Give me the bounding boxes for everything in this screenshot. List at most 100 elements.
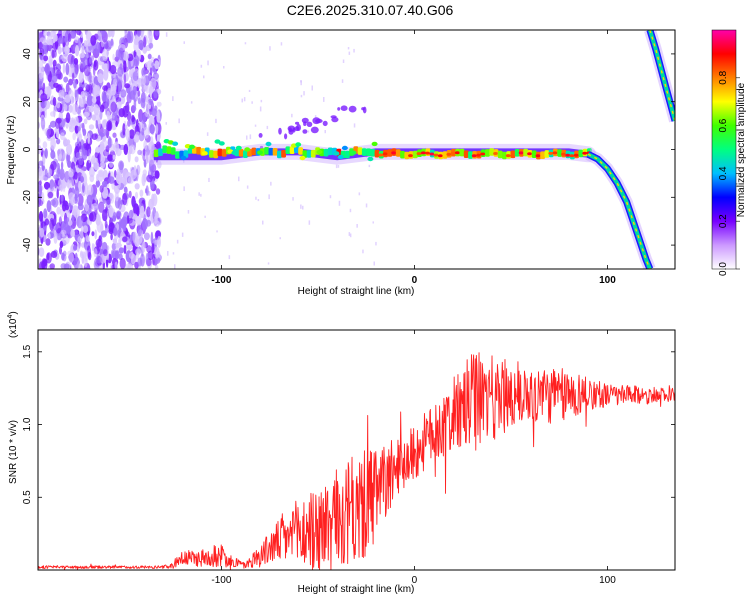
spectrogram-noise-blob [56, 101, 61, 109]
colorbar-gradient [711, 29, 737, 270]
spectrogram-noise-blob [101, 30, 106, 37]
spectrogram-trace-blob [295, 142, 302, 147]
spectrogram-noise-blob [96, 220, 104, 233]
spectrogram-noise-blob [58, 153, 63, 160]
spectrogram-speckle [251, 101, 253, 104]
spectrogram-speckle [300, 94, 303, 98]
spectrogram-speckle [342, 59, 345, 63]
spectrogram-noise-blob [51, 49, 55, 59]
spectrogram-noise-blob [143, 158, 147, 168]
spectrogram-noise-blob [105, 199, 111, 209]
spectrogram-noise-blob [55, 118, 61, 129]
spectrogram-trace-cell [272, 148, 278, 156]
spectrogram-speckle [300, 204, 302, 209]
spectrogram-noise-blob [77, 126, 81, 132]
spectrogram-noise-blob [40, 218, 44, 230]
spectrogram-noise-blob [100, 230, 107, 238]
spectrogram-noise-blob [94, 151, 100, 159]
spectrogram-speckle [208, 177, 210, 182]
spectrogram-trace-peak [420, 151, 426, 155]
spectrogram-noise-blob [106, 88, 112, 100]
spectrogram-noise-blob [142, 148, 146, 157]
spectrogram-noise-blob [143, 36, 147, 48]
spectrogram-noise-blob [124, 124, 128, 130]
snr-multiplier-exp: 4 [7, 315, 14, 319]
spectrogram-noise-blob [93, 76, 99, 86]
snr-x-label: Height of straight line (km) [298, 584, 415, 595]
spectrogram-noise-blob [139, 189, 144, 197]
spectrogram-noise-blob [93, 248, 98, 258]
spectrogram-noise-blob [102, 85, 108, 91]
spectrogram-noise-blob [142, 85, 147, 93]
spectrogram-noise-blob [122, 192, 128, 206]
spectrogram-trace-cell [238, 149, 244, 157]
spectrogram-trace-cell [281, 150, 286, 158]
spectrogram-noise-blob [49, 263, 55, 269]
spectrogram-noise-blob [39, 72, 43, 80]
spectrogram-noise-blob [63, 103, 68, 112]
spectrogram-noise-blob [149, 77, 157, 90]
spectrogram-noise-blob [141, 67, 146, 77]
snr-y-tick-label: 1.5 [22, 344, 33, 358]
spectrogram-noise-blob [80, 176, 84, 183]
spectrogram-speckle [165, 32, 168, 37]
spectrogram-noise-blob [101, 94, 107, 103]
spectrogram-noise-blob [141, 74, 146, 86]
spectrogram-speckle [353, 48, 355, 53]
spectrogram-speckle [279, 237, 281, 240]
spectrogram-noise-blob [89, 57, 93, 65]
spectrogram-trace-peak [391, 151, 396, 155]
spectrogram-noise-blob [104, 220, 108, 229]
spectrogram-noise-blob [154, 30, 160, 37]
spectrogram-noise-blob [70, 178, 75, 191]
spectrogram-noise-blob [151, 193, 155, 206]
spectrogram-trace-blob [172, 141, 179, 146]
spectrogram-noise-blob [107, 154, 113, 162]
spectrogram-noise-blob [153, 215, 158, 225]
spectrogram-noise-blob [63, 151, 66, 161]
spectrogram-noise-blob [148, 42, 154, 49]
spectrogram-speckle [373, 261, 375, 266]
spectrogram-noise-blob [38, 182, 41, 193]
spectrogram-noise-blob [133, 98, 137, 111]
spectrogram-speckle [372, 221, 374, 224]
colorbar: 0.0 0.2 0.4 0.6 0.8 Normalized spectral ampl… [711, 29, 747, 276]
spectrogram-trace-blob [371, 141, 378, 147]
spectrogram-noise-blob [128, 129, 135, 140]
spectrogram-noise-blob [44, 168, 48, 178]
spectrogram-noise-blob [116, 211, 122, 217]
spectrogram-trace-cell [213, 150, 219, 159]
spectrogram-noise-blob [129, 144, 136, 155]
spectrogram-noise-blob [93, 85, 100, 97]
spectrogram-speckle [356, 224, 358, 228]
spectrogram-noise-blob [110, 233, 113, 241]
spectrogram-trace-cell [540, 151, 546, 159]
spectrogram-noise-blob [149, 159, 155, 173]
spectrogram-noise-blob [60, 194, 64, 202]
spectrogram-noise-blob [53, 174, 60, 180]
spectrogram-trace-cell [510, 150, 516, 159]
spectrogram-noise-blob [76, 30, 82, 36]
spectrogram-noise-blob [97, 69, 105, 80]
spectrogram-noise-blob [135, 215, 142, 226]
spectrogram-noise-blob [149, 124, 155, 135]
spectrogram-trace-blob [367, 156, 374, 162]
spectrogram-trace-cell [243, 150, 248, 158]
spectrogram-trace-peak [565, 153, 571, 157]
spectrogram-noise-blob [65, 62, 70, 76]
spectrogram-trace-cell [323, 148, 329, 157]
spectrogram-speckle [329, 195, 332, 199]
spectrogram-y-ticks: -40 -20 0 20 40 [22, 48, 675, 252]
spectrogram-trace-cell [153, 149, 159, 158]
spectrogram-noise-blob [103, 249, 108, 257]
spectrogram-speckle [241, 98, 243, 103]
spectrogram-noise-blob [44, 108, 47, 119]
spectrogram-noise-blob [43, 181, 51, 190]
spectrogram-speckle [358, 192, 361, 196]
spectrogram-noise-blob [119, 63, 123, 70]
spectrogram-speckle [203, 75, 205, 79]
spectrogram-trace-cell [306, 150, 312, 158]
spectrogram-trace-cell [162, 145, 168, 153]
colorbar-tick-label: 0.8 [718, 70, 729, 84]
spectrogram-noise-blob [38, 81, 42, 90]
